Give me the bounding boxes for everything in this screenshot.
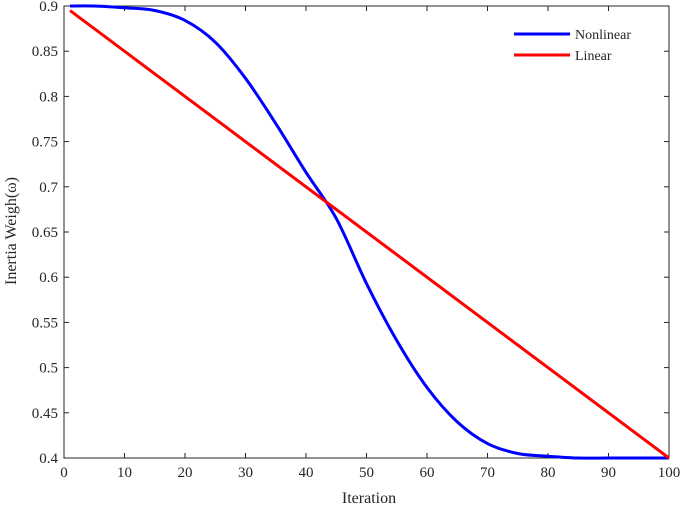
y-tick-label: 0.5 <box>39 361 58 377</box>
y-tick-label: 0.7 <box>39 180 58 196</box>
x-axis-label: Iteration <box>342 490 396 506</box>
y-tick-label: 0.75 <box>32 135 58 151</box>
legend-label-nonlinear: Nonlinear <box>575 28 631 43</box>
legend-label-linear: Linear <box>575 49 612 64</box>
y-tick-label: 0.65 <box>32 225 58 241</box>
x-tick-label: 100 <box>658 465 681 481</box>
series-lines <box>69 4 670 460</box>
legend: Nonlinear Linear <box>514 28 631 64</box>
x-tick-label: 80 <box>541 465 556 481</box>
x-tick-label: 40 <box>299 465 314 481</box>
y-tick-label: 0.9 <box>39 0 58 15</box>
x-tick-label: 10 <box>117 465 132 481</box>
y-tick-label: 0.45 <box>32 406 58 422</box>
x-tick-label: 30 <box>238 465 253 481</box>
y-tick-label: 0.6 <box>39 270 58 286</box>
x-ticks: 0 10 20 30 40 50 60 70 80 90 100 <box>60 6 680 481</box>
x-tick-label: 0 <box>60 465 68 481</box>
y-tick-label: 0.8 <box>39 89 58 105</box>
x-tick-label: 60 <box>420 465 435 481</box>
y-tick-label: 0.85 <box>32 44 58 60</box>
y-axis-label: Inertia Weigh(ω) <box>3 177 20 285</box>
y-ticks: 0.4 0.45 0.5 0.55 0.6 0.65 0.7 0.75 0.8 0.85 0.9 <box>32 0 669 467</box>
x-tick-label: 20 <box>178 465 193 481</box>
series-line-linear <box>69 9 670 460</box>
x-tick-label: 50 <box>359 465 374 481</box>
y-tick-label: 0.4 <box>39 451 58 467</box>
series-line-nonlinear <box>70 4 669 460</box>
x-tick-label: 90 <box>601 465 616 481</box>
x-tick-label: 70 <box>480 465 495 481</box>
y-tick-label: 0.55 <box>32 315 58 331</box>
